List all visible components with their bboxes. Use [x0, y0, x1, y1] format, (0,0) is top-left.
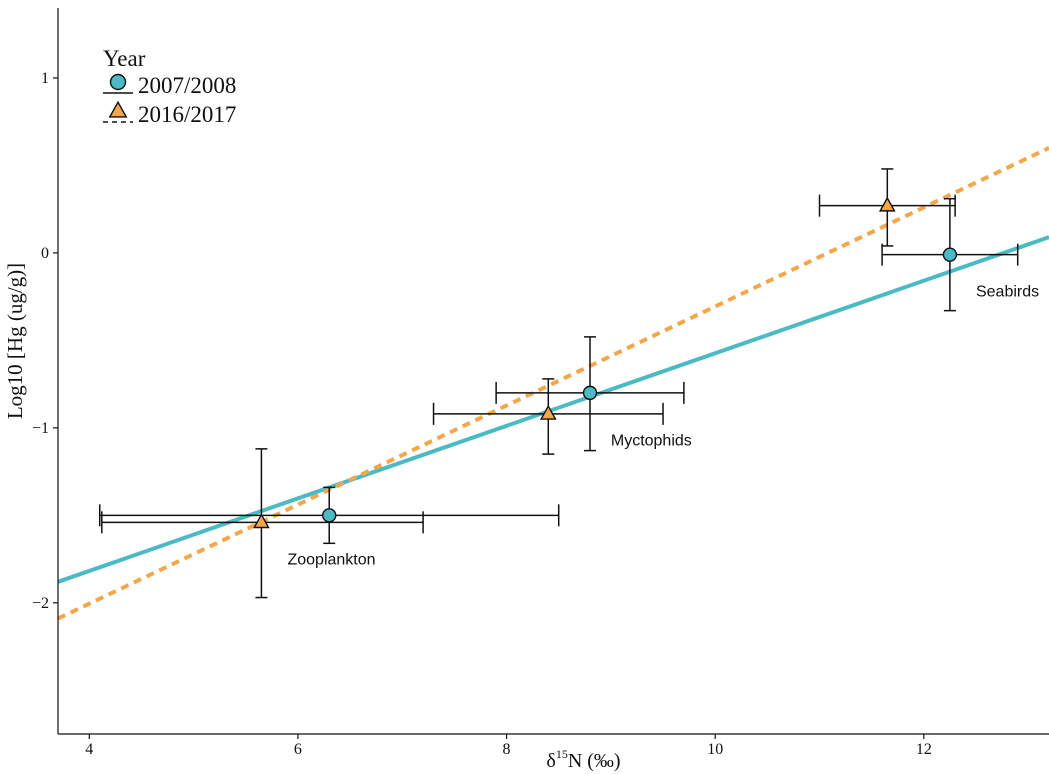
data-point [942, 247, 958, 262]
fit-lines [57, 146, 1049, 621]
data-markers [253, 196, 958, 529]
data-point [253, 513, 270, 529]
annotations: Zooplankton Myctophids Seabirds [287, 284, 1039, 569]
legend-key-marker [108, 100, 128, 118]
x-tick-label: 6 [294, 741, 302, 758]
y-axis-title: Log10 [Hg (ug/g)] [3, 263, 27, 419]
legend-entries: 2007/2008 2016/2017 [103, 73, 236, 127]
x-axis-title: δ15N (‰) [546, 747, 620, 772]
x-axis-title-suffix: N (‰) [568, 750, 621, 772]
x-tick-label: 4 [85, 741, 93, 758]
y-tick-label: −1 [32, 420, 49, 437]
x-tick-label: 10 [707, 741, 723, 758]
data-point [878, 196, 896, 212]
axes [57, 8, 1049, 735]
legend-key-marker [109, 73, 127, 91]
annotation-label: Myctophids [611, 432, 692, 449]
legend-label: 2016/2017 [138, 102, 236, 127]
legend-title: Year [103, 46, 146, 71]
x-axis-title-prefix: δ [546, 750, 555, 772]
y-tick-label: 0 [41, 245, 49, 262]
x-tick-label: 12 [916, 741, 932, 758]
y-tick-label: 1 [41, 70, 49, 87]
data-point [322, 508, 337, 523]
legend: Year 2007/2008 2016/2017 [103, 46, 236, 127]
annotation-label: Seabirds [976, 284, 1039, 301]
x-axis-title-sup: 15 [556, 747, 568, 761]
legend-label: 2007/2008 [138, 73, 236, 98]
data-point [539, 404, 557, 420]
x-tick-label: 8 [503, 741, 511, 758]
fit-line [57, 235, 1049, 584]
y-tick-label: −2 [32, 595, 49, 612]
fit-line [57, 146, 1049, 621]
annotation-label: Zooplankton [287, 551, 375, 568]
data-point [582, 385, 598, 401]
